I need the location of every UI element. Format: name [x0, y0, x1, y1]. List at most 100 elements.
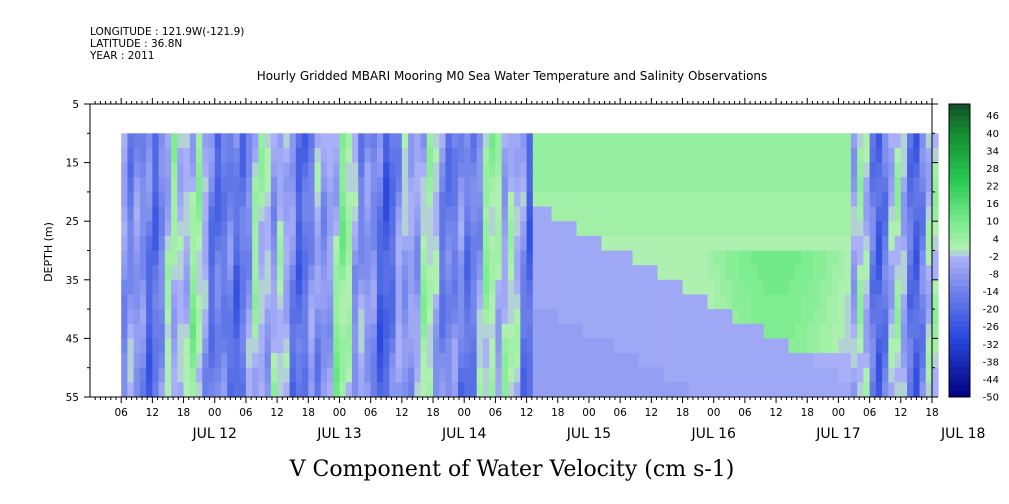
- field-cell: [327, 221, 334, 237]
- field-cell: [645, 191, 652, 207]
- field-cell: [283, 265, 290, 281]
- contour-field: [121, 133, 939, 398]
- field-cell: [171, 235, 178, 251]
- field-cell: [850, 162, 858, 178]
- field-cell: [707, 177, 715, 193]
- field-cell: [776, 250, 783, 266]
- field-cell: [638, 133, 646, 149]
- field-cell: [738, 133, 746, 149]
- colorbar-label: 40: [986, 129, 999, 140]
- field-cell: [694, 191, 702, 207]
- field-cell: [844, 177, 852, 193]
- field-cell: [146, 309, 153, 325]
- colorbar-label: -32: [983, 340, 999, 351]
- field-cell: [339, 235, 347, 251]
- field-cell: [776, 382, 783, 398]
- field-cell: [470, 279, 478, 295]
- field-cell: [364, 323, 372, 339]
- field-cell: [832, 265, 839, 281]
- field-cell: [164, 265, 172, 281]
- field-cell: [464, 338, 471, 354]
- field-cell: [220, 191, 228, 207]
- colorbar-swatch: [949, 385, 970, 392]
- field-cell: [564, 235, 571, 251]
- field-cell: [433, 294, 440, 310]
- field-cell: [551, 162, 559, 178]
- field-cell: [127, 323, 135, 339]
- field-cell: [713, 133, 721, 149]
- field-cell: [807, 235, 814, 251]
- field-cell: [489, 235, 496, 251]
- field-cell: [376, 338, 384, 354]
- field-cell: [420, 367, 428, 383]
- field-cell: [146, 177, 153, 193]
- field-cell: [819, 367, 827, 383]
- field-cell: [907, 250, 914, 266]
- field-cell: [252, 367, 259, 383]
- field-cell: [208, 250, 216, 266]
- field-cell: [408, 250, 415, 266]
- field-cell: [308, 162, 315, 178]
- field-cell: [576, 265, 584, 281]
- colorbar-label: 34: [986, 146, 999, 157]
- field-cell: [701, 147, 708, 163]
- field-cell: [439, 367, 446, 383]
- field-cell: [507, 382, 515, 398]
- field-cell: [801, 338, 808, 354]
- field-cell: [632, 250, 640, 266]
- field-cell: [657, 265, 665, 281]
- field-cell: [439, 265, 446, 281]
- field-cell: [751, 323, 758, 339]
- field-cell: [264, 191, 272, 207]
- field-cell: [757, 367, 764, 383]
- field-cell: [620, 279, 627, 295]
- field-cell: [900, 353, 908, 369]
- field-cell: [694, 235, 702, 251]
- field-cell: [782, 265, 789, 281]
- field-cell: [314, 133, 322, 149]
- x-tick-label: 18: [426, 407, 439, 419]
- field-cell: [451, 279, 459, 295]
- field-cell: [570, 382, 577, 398]
- field-cell: [919, 294, 927, 310]
- field-cell: [757, 235, 764, 251]
- field-cell: [707, 309, 715, 325]
- field-cell: [426, 294, 434, 310]
- field-cell: [202, 250, 209, 266]
- field-cell: [807, 206, 814, 222]
- field-cell: [819, 162, 827, 178]
- field-cell: [457, 338, 465, 354]
- field-cell: [638, 162, 646, 178]
- field-cell: [807, 177, 814, 193]
- field-cell: [813, 235, 821, 251]
- field-cell: [863, 323, 871, 339]
- field-cell: [289, 309, 297, 325]
- field-cell: [445, 338, 453, 354]
- field-cell: [277, 353, 284, 369]
- field-cell: [807, 309, 814, 325]
- field-cell: [507, 353, 515, 369]
- field-cell: [420, 206, 428, 222]
- field-cell: [139, 382, 147, 398]
- field-cell: [339, 309, 347, 325]
- field-cell: [670, 206, 677, 222]
- field-cell: [713, 294, 721, 310]
- field-cell: [133, 177, 141, 193]
- field-cell: [171, 323, 178, 339]
- field-cell: [570, 309, 577, 325]
- field-cell: [426, 382, 434, 398]
- field-cell: [445, 353, 453, 369]
- field-cell: [882, 133, 889, 149]
- field-cell: [345, 309, 353, 325]
- field-cell: [819, 221, 827, 237]
- field-cell: [776, 147, 783, 163]
- field-cell: [520, 177, 527, 193]
- field-cell: [383, 367, 390, 383]
- field-cell: [445, 221, 453, 237]
- colorbar-swatch: [949, 145, 970, 152]
- field-cell: [227, 221, 234, 237]
- field-cell: [613, 338, 621, 354]
- field-cell: [526, 353, 534, 369]
- field-cell: [133, 309, 141, 325]
- field-cell: [825, 177, 833, 193]
